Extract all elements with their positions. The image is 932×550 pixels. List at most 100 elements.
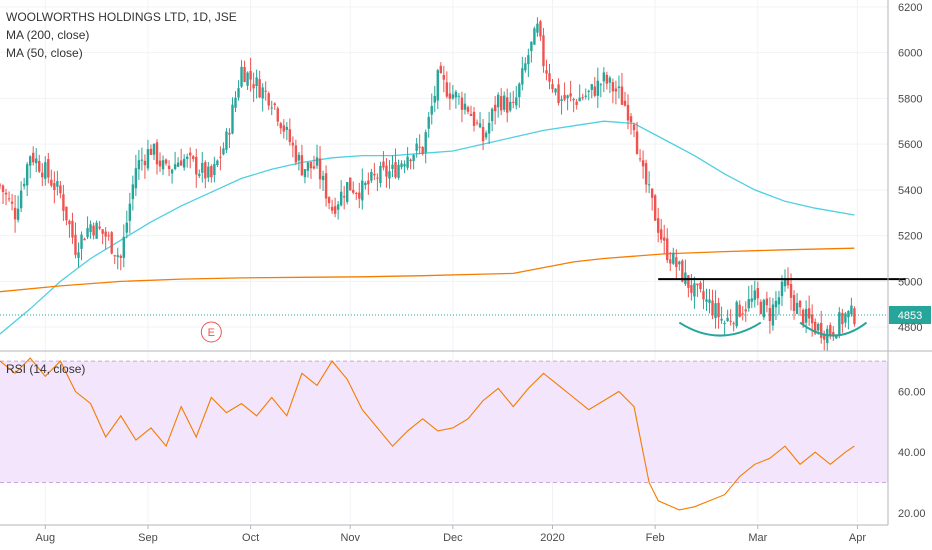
candle-body xyxy=(327,197,331,204)
candle-body xyxy=(620,86,624,105)
candle-body xyxy=(167,165,171,170)
candle-body xyxy=(693,283,696,297)
candle-body xyxy=(448,93,452,99)
candle-body xyxy=(829,325,832,336)
candle-body xyxy=(195,156,198,175)
candle-body xyxy=(720,318,723,321)
ma200-line xyxy=(0,247,855,293)
candle-body xyxy=(71,220,74,238)
candle-body xyxy=(1,185,5,192)
candle-body xyxy=(439,65,443,73)
candle-body xyxy=(352,189,355,193)
candle-body xyxy=(726,317,729,322)
candle-body xyxy=(457,95,461,97)
candle-layer[interactable] xyxy=(0,17,856,351)
candle-body xyxy=(656,218,660,233)
candle-body xyxy=(445,82,449,97)
candle-body xyxy=(554,88,557,93)
candle-body xyxy=(288,129,292,143)
candle-body xyxy=(264,90,267,92)
candle-body xyxy=(475,122,479,124)
candle-body xyxy=(702,291,705,300)
candle-body xyxy=(367,180,370,185)
candle-body xyxy=(207,166,210,178)
candle-body xyxy=(13,207,17,220)
x-tick-label: Sep xyxy=(138,532,158,544)
ma50-legend[interactable]: MA (50, close) xyxy=(6,46,83,60)
candle-body xyxy=(95,222,98,239)
candle-body xyxy=(472,111,476,126)
candle-body xyxy=(744,309,747,312)
candle-body xyxy=(83,238,86,241)
earnings-marker-label: E xyxy=(208,327,215,339)
candle-body xyxy=(786,279,790,286)
candle-body xyxy=(222,148,225,155)
candle-body xyxy=(152,143,156,155)
candle-body xyxy=(853,308,856,325)
price-tick-label: 6200 xyxy=(898,2,922,14)
candle-body xyxy=(104,231,107,237)
candle-body xyxy=(530,41,533,52)
candle-body xyxy=(569,93,572,97)
candle-body xyxy=(738,304,741,317)
candle-body xyxy=(424,132,427,153)
candle-body xyxy=(143,160,147,166)
candle-body xyxy=(192,156,195,159)
candle-body xyxy=(415,143,418,151)
candle-body xyxy=(170,169,174,174)
candle-body xyxy=(792,295,796,311)
candle-body xyxy=(122,236,125,258)
candle-body xyxy=(297,154,301,161)
rsi-tick-label: 60.00 xyxy=(898,386,926,398)
candle-body xyxy=(113,255,116,257)
rsi-legend[interactable]: RSI (14, close) xyxy=(6,362,86,376)
candle-body xyxy=(403,164,406,167)
price-tick-label: 5400 xyxy=(898,185,922,197)
candle-body xyxy=(44,162,47,179)
candle-body xyxy=(771,304,775,326)
candle-body xyxy=(460,97,464,110)
candle-body xyxy=(545,70,548,74)
candle-body xyxy=(466,107,470,112)
candle-body xyxy=(62,194,65,211)
candle-body xyxy=(92,225,95,236)
candle-body xyxy=(729,320,732,322)
candle-body xyxy=(696,283,699,286)
candle-body xyxy=(240,66,243,87)
candle-body xyxy=(300,155,304,176)
candle-body xyxy=(518,83,521,98)
candle-body xyxy=(128,203,132,221)
candle-body xyxy=(198,173,201,176)
candle-body xyxy=(376,177,379,179)
candle-body xyxy=(780,281,784,297)
price-legend: WOOLWORTHS HOLDINGS LTD, 1D, JSE MA (200… xyxy=(6,8,237,62)
candle-body xyxy=(158,160,162,167)
candle-body xyxy=(810,314,814,324)
candle-body xyxy=(813,321,817,334)
candle-body xyxy=(632,124,636,131)
candle-body xyxy=(176,162,180,167)
candle-body xyxy=(663,237,666,241)
candle-body xyxy=(832,332,835,336)
candle-body xyxy=(32,152,35,163)
candle-body xyxy=(349,177,352,191)
candle-body xyxy=(768,308,772,321)
candle-body xyxy=(282,125,286,132)
symbol-title[interactable]: WOOLWORTHS HOLDINGS LTD, 1D, JSE xyxy=(6,10,237,24)
candle-body xyxy=(246,72,249,86)
candle-body xyxy=(0,184,2,186)
pattern-arc xyxy=(678,321,762,337)
rsi-tick-label: 20.00 xyxy=(898,508,926,520)
ma50-line xyxy=(0,120,855,335)
candle-body xyxy=(626,104,630,121)
x-tick-label: Nov xyxy=(340,532,360,544)
candle-body xyxy=(850,305,853,315)
candle-body xyxy=(315,157,319,166)
candle-body xyxy=(309,161,313,169)
candle-body xyxy=(647,184,651,186)
candle-body xyxy=(442,75,446,80)
candle-body xyxy=(536,23,539,33)
ma200-legend[interactable]: MA (200, close) xyxy=(6,28,90,42)
candle-body xyxy=(306,162,310,171)
